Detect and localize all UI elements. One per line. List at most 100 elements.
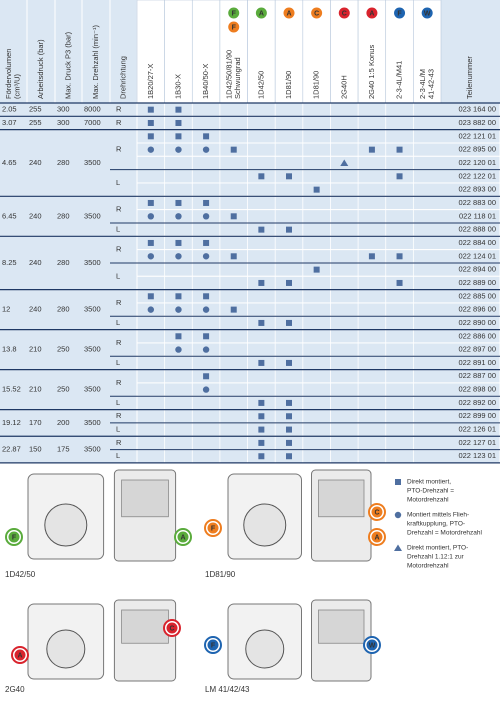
direction: R <box>116 338 122 347</box>
motor-header: 1B30-X <box>173 74 182 99</box>
column-header: Max. Drehzahl (min⁻¹) <box>91 25 100 99</box>
part-number: 023 882 00 <box>458 118 496 127</box>
circle-mark <box>202 253 210 260</box>
square-mark <box>203 199 210 206</box>
circle-mark <box>175 346 182 353</box>
badge-letter: F <box>232 24 237 31</box>
legend-text: PTO-Drehzahl = <box>407 488 454 495</box>
square-mark <box>230 306 237 313</box>
direction: R <box>116 245 122 254</box>
motor-header: 1D81/90 <box>312 71 321 99</box>
cell: 19.12 <box>2 418 21 427</box>
engine-detail <box>121 609 169 644</box>
square-mark <box>396 253 403 260</box>
square-mark <box>286 439 292 446</box>
square-mark <box>147 293 154 300</box>
header-bg <box>0 0 137 103</box>
row-bg <box>136 155 500 171</box>
cell: 3500 <box>84 258 101 267</box>
direction: L <box>116 225 120 234</box>
badge-letter: C <box>314 10 319 17</box>
square-mark <box>368 253 375 260</box>
row-bg <box>136 222 500 237</box>
badge <box>338 7 350 19</box>
engine-badge-letter: F <box>211 642 216 649</box>
cell: 240 <box>29 158 42 167</box>
square-mark <box>175 293 182 300</box>
cell: 280 <box>57 211 70 220</box>
circle-mark <box>202 386 210 393</box>
engine-flywheel <box>44 503 88 547</box>
engine-badge-letter: F <box>211 525 216 532</box>
square-mark <box>396 279 403 286</box>
badge <box>421 7 433 19</box>
square-mark <box>258 426 265 433</box>
badge <box>255 7 267 19</box>
square-mark <box>286 453 292 460</box>
square-mark <box>286 319 292 326</box>
cell: 8.25 <box>2 258 17 267</box>
square-mark <box>258 319 265 326</box>
circle-mark <box>175 213 182 220</box>
square-mark <box>258 439 265 446</box>
row-bg <box>136 302 500 317</box>
direction: R <box>116 118 122 127</box>
circle-mark <box>202 146 210 153</box>
badge-letter: W <box>424 10 431 17</box>
square-mark <box>203 133 210 140</box>
row-bg <box>136 249 500 264</box>
legend-text: Direkt montiert, <box>407 479 451 486</box>
square-mark <box>258 413 265 420</box>
circle-mark <box>175 146 182 153</box>
badge <box>283 7 295 19</box>
square-mark <box>286 399 292 406</box>
cell: 6.45 <box>2 211 17 220</box>
engine-detail <box>318 479 365 518</box>
legend-text: Drehzahl 1.12:1 zur <box>407 554 465 561</box>
square-mark <box>286 226 292 233</box>
row-bg <box>136 142 500 157</box>
legend-circle <box>394 511 402 519</box>
badge-letter: A <box>369 10 374 17</box>
badge-letter: F <box>397 10 402 17</box>
cell: 250 <box>57 385 70 394</box>
cell: 3500 <box>84 158 101 167</box>
square-mark <box>313 186 320 193</box>
square-mark <box>147 106 154 113</box>
cell: 22.87 <box>2 445 21 454</box>
square-mark <box>286 413 292 420</box>
row-bg <box>136 209 500 224</box>
row-bg <box>136 329 500 344</box>
part-number: 022 886 00 <box>458 331 496 340</box>
motor-header: 1D81/90 <box>284 71 293 99</box>
badge-letter: A <box>259 10 264 17</box>
cell: 3500 <box>84 345 101 354</box>
legend-text: Direkt montiert, PTO- <box>407 545 468 552</box>
part-number: 023 164 00 <box>458 105 496 114</box>
cell: 170 <box>29 418 42 427</box>
triangle-mark <box>340 159 349 166</box>
cell: 280 <box>57 158 70 167</box>
square-mark <box>175 133 182 140</box>
square-mark <box>396 146 403 153</box>
motor-header: 1B40/50-X <box>201 64 210 99</box>
engine-badge-letter: C <box>169 625 174 632</box>
square-mark <box>230 213 237 220</box>
cell: 8000 <box>84 105 101 114</box>
part-number: 022 120 01 <box>458 158 496 167</box>
part-number: 022 885 00 <box>458 291 496 300</box>
part-number: 022 897 00 <box>458 345 496 354</box>
square-mark <box>203 333 210 340</box>
square-mark <box>368 146 375 153</box>
engine-label: 1D42/50 <box>5 570 36 579</box>
badge <box>394 7 406 19</box>
engine-badge-core <box>8 531 20 543</box>
engine-badge-core <box>371 531 383 543</box>
cell: 3500 <box>84 385 101 394</box>
cell: 150 <box>29 445 42 454</box>
square-mark <box>175 239 182 246</box>
legend-text: kraftkupplung, PTO- <box>407 521 465 528</box>
group-bg <box>0 369 137 410</box>
circle-mark <box>147 253 155 260</box>
cell: 175 <box>57 445 70 454</box>
